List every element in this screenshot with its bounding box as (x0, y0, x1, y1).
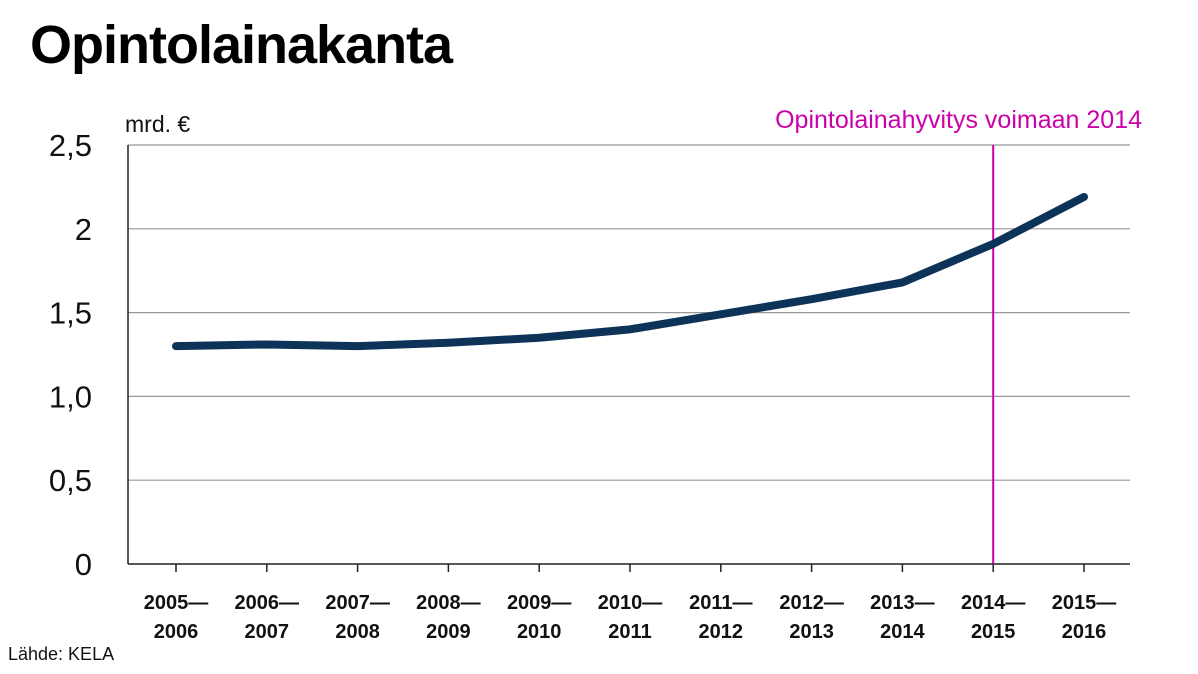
y-axis-unit-label: mrd. € (125, 111, 190, 137)
x-tick-label: 2013— (870, 592, 935, 614)
chart-title: Opintolainakanta (30, 15, 453, 75)
y-tick-label: 2,5 (49, 128, 92, 163)
series-line (172, 192, 1088, 351)
annotation: Opintolainahyvitys voimaan 2014 (775, 106, 1142, 564)
gridlines (128, 144, 1130, 481)
data-point (1080, 193, 1088, 201)
y-tick-label: 0 (75, 547, 92, 582)
x-tick-label: 2014 (880, 621, 925, 643)
x-tick-label: 2014— (961, 592, 1026, 614)
data-point (354, 342, 362, 350)
data-point (808, 295, 816, 303)
data-point (989, 240, 997, 248)
y-tick-label: 1,5 (49, 296, 92, 331)
data-point (535, 334, 543, 342)
x-tick-label: 2011 (608, 621, 651, 643)
x-tick-label: 2008— (416, 592, 481, 614)
x-tick-label: 2010 (517, 621, 562, 643)
y-tick-label: 1,0 (49, 379, 92, 414)
x-tick-label: 2015 (971, 621, 1016, 643)
x-tick-label: 2010— (598, 592, 663, 614)
x-tick-label: 2016 (1062, 621, 1107, 643)
x-tick-label: 2015— (1052, 592, 1117, 614)
data-point (172, 342, 180, 350)
x-tick-label: 2006— (235, 592, 300, 614)
x-tick-label: 2012— (779, 592, 844, 614)
axes (127, 145, 1130, 572)
data-point (444, 339, 452, 347)
x-tick-label: 2006 (154, 621, 199, 643)
annotation-label: Opintolainahyvitys voimaan 2014 (775, 106, 1142, 134)
y-tick-label: 0,5 (49, 463, 92, 498)
x-tick-label: 2012 (699, 621, 744, 643)
data-point (898, 278, 906, 286)
data-point (626, 325, 634, 333)
x-tick-label: 2013 (789, 621, 834, 643)
x-tick-label: 2007 (245, 621, 290, 643)
x-tick-label: 2005— (144, 592, 209, 614)
x-tick-labels: 2005— 2006 2006— 2007 2007— 2008 2008— 2009 2009… (144, 592, 1117, 643)
x-tick-label: 2008 (335, 621, 380, 643)
x-tick-label: 2011— (689, 592, 752, 614)
x-tick-label: 2009 (426, 621, 471, 643)
data-point (263, 340, 271, 348)
y-tick-label: 2 (75, 212, 92, 247)
data-point (717, 310, 725, 318)
x-tick-label: 2009— (507, 592, 572, 614)
source-note: Lähde: KELA (8, 644, 115, 664)
series (172, 192, 1088, 351)
y-tick-labels: 0 0,5 1,0 1,5 2 2,5 (49, 128, 92, 582)
x-tick-label: 2007— (325, 592, 390, 614)
